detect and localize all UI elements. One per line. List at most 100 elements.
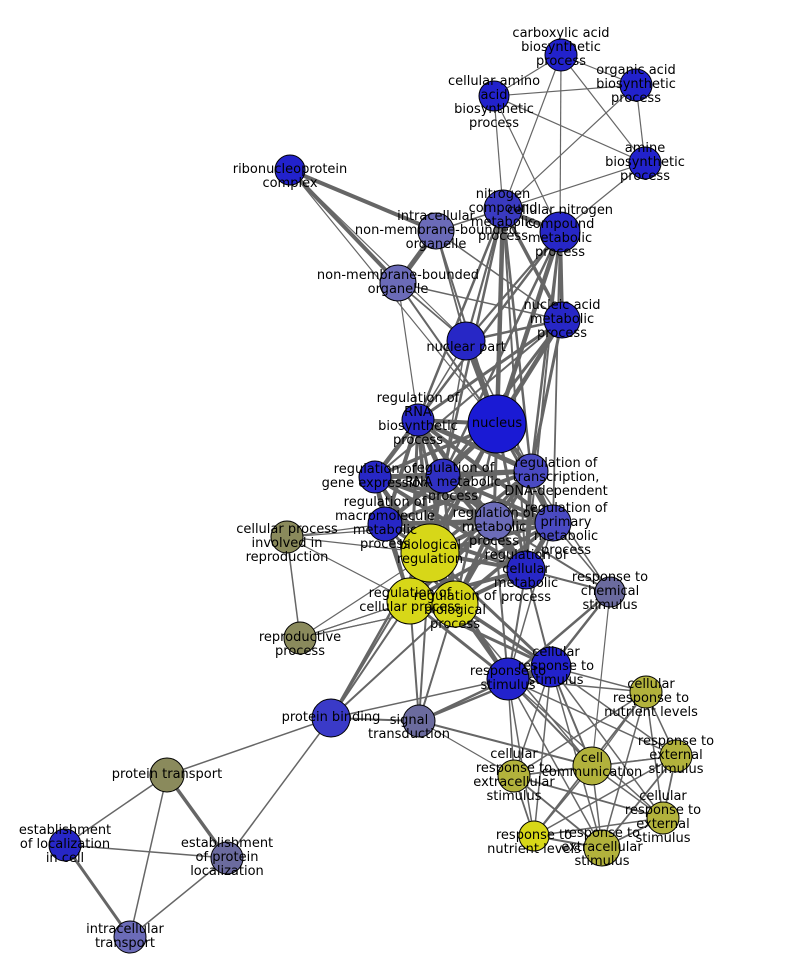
graph-edge bbox=[493, 84, 637, 97]
graph-node[interactable] bbox=[583, 829, 621, 867]
graph-edge bbox=[502, 84, 637, 210]
graph-edge bbox=[601, 691, 647, 849]
graph-edge bbox=[591, 591, 611, 767]
graph-edge bbox=[501, 208, 533, 472]
graph-node[interactable] bbox=[530, 646, 572, 688]
graph-edge bbox=[330, 600, 411, 719]
graph-node[interactable] bbox=[379, 264, 417, 302]
graph-edge bbox=[374, 475, 554, 525]
graph-edge bbox=[502, 54, 562, 210]
graph-edge bbox=[416, 208, 505, 421]
graph-edge bbox=[495, 208, 505, 425]
graph-edge bbox=[418, 720, 593, 767]
graph-edge bbox=[493, 520, 611, 593]
graph-edge bbox=[289, 169, 467, 342]
graph-edge bbox=[529, 319, 564, 472]
graph-edge bbox=[560, 54, 646, 164]
graph-node[interactable] bbox=[210, 841, 244, 875]
graph-node[interactable] bbox=[628, 146, 662, 180]
graph-node[interactable] bbox=[629, 675, 663, 709]
graph-edge bbox=[64, 774, 168, 846]
graph-node[interactable] bbox=[486, 657, 530, 701]
graph-edge bbox=[64, 844, 228, 859]
graph-edge bbox=[397, 282, 419, 421]
graph-node[interactable] bbox=[311, 698, 351, 738]
graph-edge bbox=[513, 775, 664, 819]
graph-edge bbox=[435, 230, 563, 321]
graph-node[interactable] bbox=[544, 38, 578, 72]
graph-edge bbox=[550, 666, 677, 757]
graph-node[interactable] bbox=[513, 453, 549, 489]
graph-edge bbox=[383, 419, 420, 525]
graph-edge bbox=[330, 603, 456, 719]
graph-node[interactable] bbox=[367, 506, 403, 542]
graph-node[interactable] bbox=[543, 301, 581, 339]
graph-edge bbox=[513, 775, 603, 849]
graph-node[interactable] bbox=[113, 920, 147, 954]
graph-edge bbox=[533, 755, 677, 837]
graph-node[interactable] bbox=[483, 189, 523, 229]
graph-edge bbox=[397, 282, 563, 321]
graph-edge bbox=[493, 95, 646, 164]
graph-node[interactable] bbox=[48, 828, 82, 862]
graph-node[interactable] bbox=[619, 68, 653, 102]
graph-edge bbox=[166, 717, 332, 776]
graph-edge bbox=[493, 520, 509, 680]
graph-node[interactable] bbox=[425, 458, 461, 494]
graph-edge bbox=[533, 666, 552, 837]
graph-edge bbox=[559, 54, 562, 233]
graph-node[interactable] bbox=[386, 577, 434, 625]
graph-edge bbox=[601, 755, 677, 849]
graph-node[interactable] bbox=[474, 501, 514, 541]
graph-edge bbox=[552, 231, 561, 524]
graph-node[interactable] bbox=[518, 820, 550, 852]
graph-edge bbox=[226, 717, 332, 859]
graph-edge bbox=[533, 817, 664, 837]
graph-edge bbox=[288, 168, 400, 285]
graph-edge bbox=[442, 340, 467, 477]
graph-node[interactable] bbox=[506, 550, 546, 590]
graph-node[interactable] bbox=[358, 460, 392, 494]
graph-node[interactable] bbox=[402, 704, 436, 738]
graph-edge bbox=[129, 857, 228, 938]
graph-edge bbox=[507, 522, 554, 680]
graph-edge bbox=[416, 417, 533, 474]
graph-edge bbox=[645, 691, 664, 819]
graph-node[interactable] bbox=[283, 621, 317, 655]
graph-node[interactable] bbox=[149, 757, 185, 793]
graph-node[interactable] bbox=[417, 212, 455, 250]
graph-edge bbox=[507, 678, 677, 757]
graph-edge bbox=[330, 678, 509, 719]
graph-edge bbox=[465, 231, 561, 342]
graph-edge bbox=[507, 678, 603, 849]
graph-node[interactable] bbox=[539, 211, 581, 253]
graph-edge bbox=[418, 720, 515, 777]
graph-node[interactable] bbox=[274, 154, 306, 186]
graph-edge bbox=[502, 162, 646, 210]
graph-node[interactable] bbox=[497, 759, 531, 793]
graph-edge bbox=[63, 844, 132, 938]
graph-node[interactable] bbox=[478, 80, 510, 112]
graph-edge bbox=[374, 475, 495, 523]
graph-node[interactable] bbox=[431, 580, 479, 628]
graph-node[interactable] bbox=[534, 504, 572, 542]
graph-edge bbox=[129, 774, 168, 938]
graph-node[interactable] bbox=[572, 746, 612, 786]
graph-node[interactable] bbox=[446, 321, 486, 361]
graph-edge bbox=[441, 231, 562, 477]
graph-node[interactable] bbox=[467, 394, 527, 454]
graph-edge bbox=[286, 536, 301, 639]
graph-node[interactable] bbox=[270, 520, 304, 554]
graph-node[interactable] bbox=[400, 523, 460, 583]
graph-node[interactable] bbox=[401, 403, 435, 437]
graph-edge bbox=[513, 691, 647, 777]
graph-edge bbox=[507, 591, 611, 680]
nodes-layer bbox=[48, 38, 693, 954]
graph-edge bbox=[289, 168, 437, 233]
graph-node[interactable] bbox=[594, 576, 626, 608]
graph-node[interactable] bbox=[659, 739, 693, 773]
graph-edge bbox=[493, 95, 561, 233]
graph-edge bbox=[417, 318, 563, 422]
graph-node[interactable] bbox=[646, 801, 680, 835]
